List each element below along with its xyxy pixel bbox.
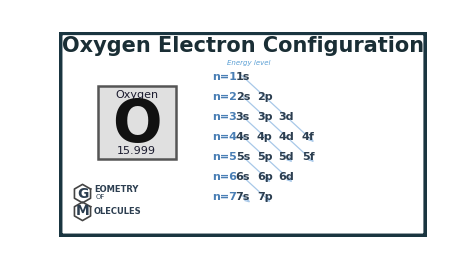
Text: 3s: 3s <box>236 112 250 122</box>
Bar <box>98 86 175 159</box>
Text: 5f: 5f <box>302 152 314 162</box>
Text: 5p: 5p <box>257 152 273 162</box>
Text: Oxygen: Oxygen <box>115 90 158 100</box>
Text: 5d: 5d <box>279 152 294 162</box>
Text: OF: OF <box>96 194 105 200</box>
Text: 4d: 4d <box>278 132 294 142</box>
Text: OLECULES: OLECULES <box>94 207 142 216</box>
FancyBboxPatch shape <box>60 33 426 236</box>
Text: 15.999: 15.999 <box>117 146 156 156</box>
Text: 7s: 7s <box>236 192 250 202</box>
Text: 4s: 4s <box>236 132 250 142</box>
Text: n=3: n=3 <box>212 112 237 122</box>
Text: 4f: 4f <box>301 132 314 142</box>
Text: n=7: n=7 <box>212 192 237 202</box>
Text: EOMETRY: EOMETRY <box>94 185 138 194</box>
Text: M: M <box>76 204 90 218</box>
Text: n=1: n=1 <box>212 72 237 82</box>
Text: 6s: 6s <box>236 172 250 182</box>
Text: n=4: n=4 <box>212 132 237 142</box>
Text: O: O <box>112 97 162 153</box>
Text: Energy level: Energy level <box>228 60 271 66</box>
Text: 8: 8 <box>133 98 140 108</box>
Text: 6d: 6d <box>278 172 294 182</box>
Text: 3p: 3p <box>257 112 273 122</box>
Text: n=6: n=6 <box>212 172 237 182</box>
Text: 1s: 1s <box>236 72 250 82</box>
Text: Oxygen Electron Configuration: Oxygen Electron Configuration <box>62 36 424 56</box>
Text: n=5: n=5 <box>212 152 237 162</box>
Text: 5s: 5s <box>236 152 250 162</box>
Text: 7p: 7p <box>257 192 273 202</box>
Text: 2s: 2s <box>236 92 250 102</box>
Text: G: G <box>77 187 88 201</box>
Text: 2p: 2p <box>257 92 273 102</box>
Text: 3d: 3d <box>279 112 294 122</box>
Text: 6p: 6p <box>257 172 273 182</box>
Text: n=2: n=2 <box>212 92 237 102</box>
Text: 4p: 4p <box>257 132 273 142</box>
